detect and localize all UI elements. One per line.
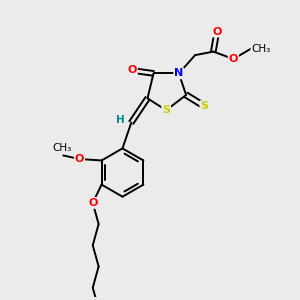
Text: O: O xyxy=(88,198,98,208)
Text: O: O xyxy=(75,154,84,164)
Text: O: O xyxy=(229,54,238,64)
Text: S: S xyxy=(162,105,170,115)
Text: CH₃: CH₃ xyxy=(52,142,71,152)
Text: O: O xyxy=(212,27,222,37)
Text: H: H xyxy=(116,115,124,124)
Text: CH₃: CH₃ xyxy=(251,44,270,54)
Text: S: S xyxy=(200,101,208,111)
Text: N: N xyxy=(174,68,184,78)
Text: O: O xyxy=(128,65,137,76)
